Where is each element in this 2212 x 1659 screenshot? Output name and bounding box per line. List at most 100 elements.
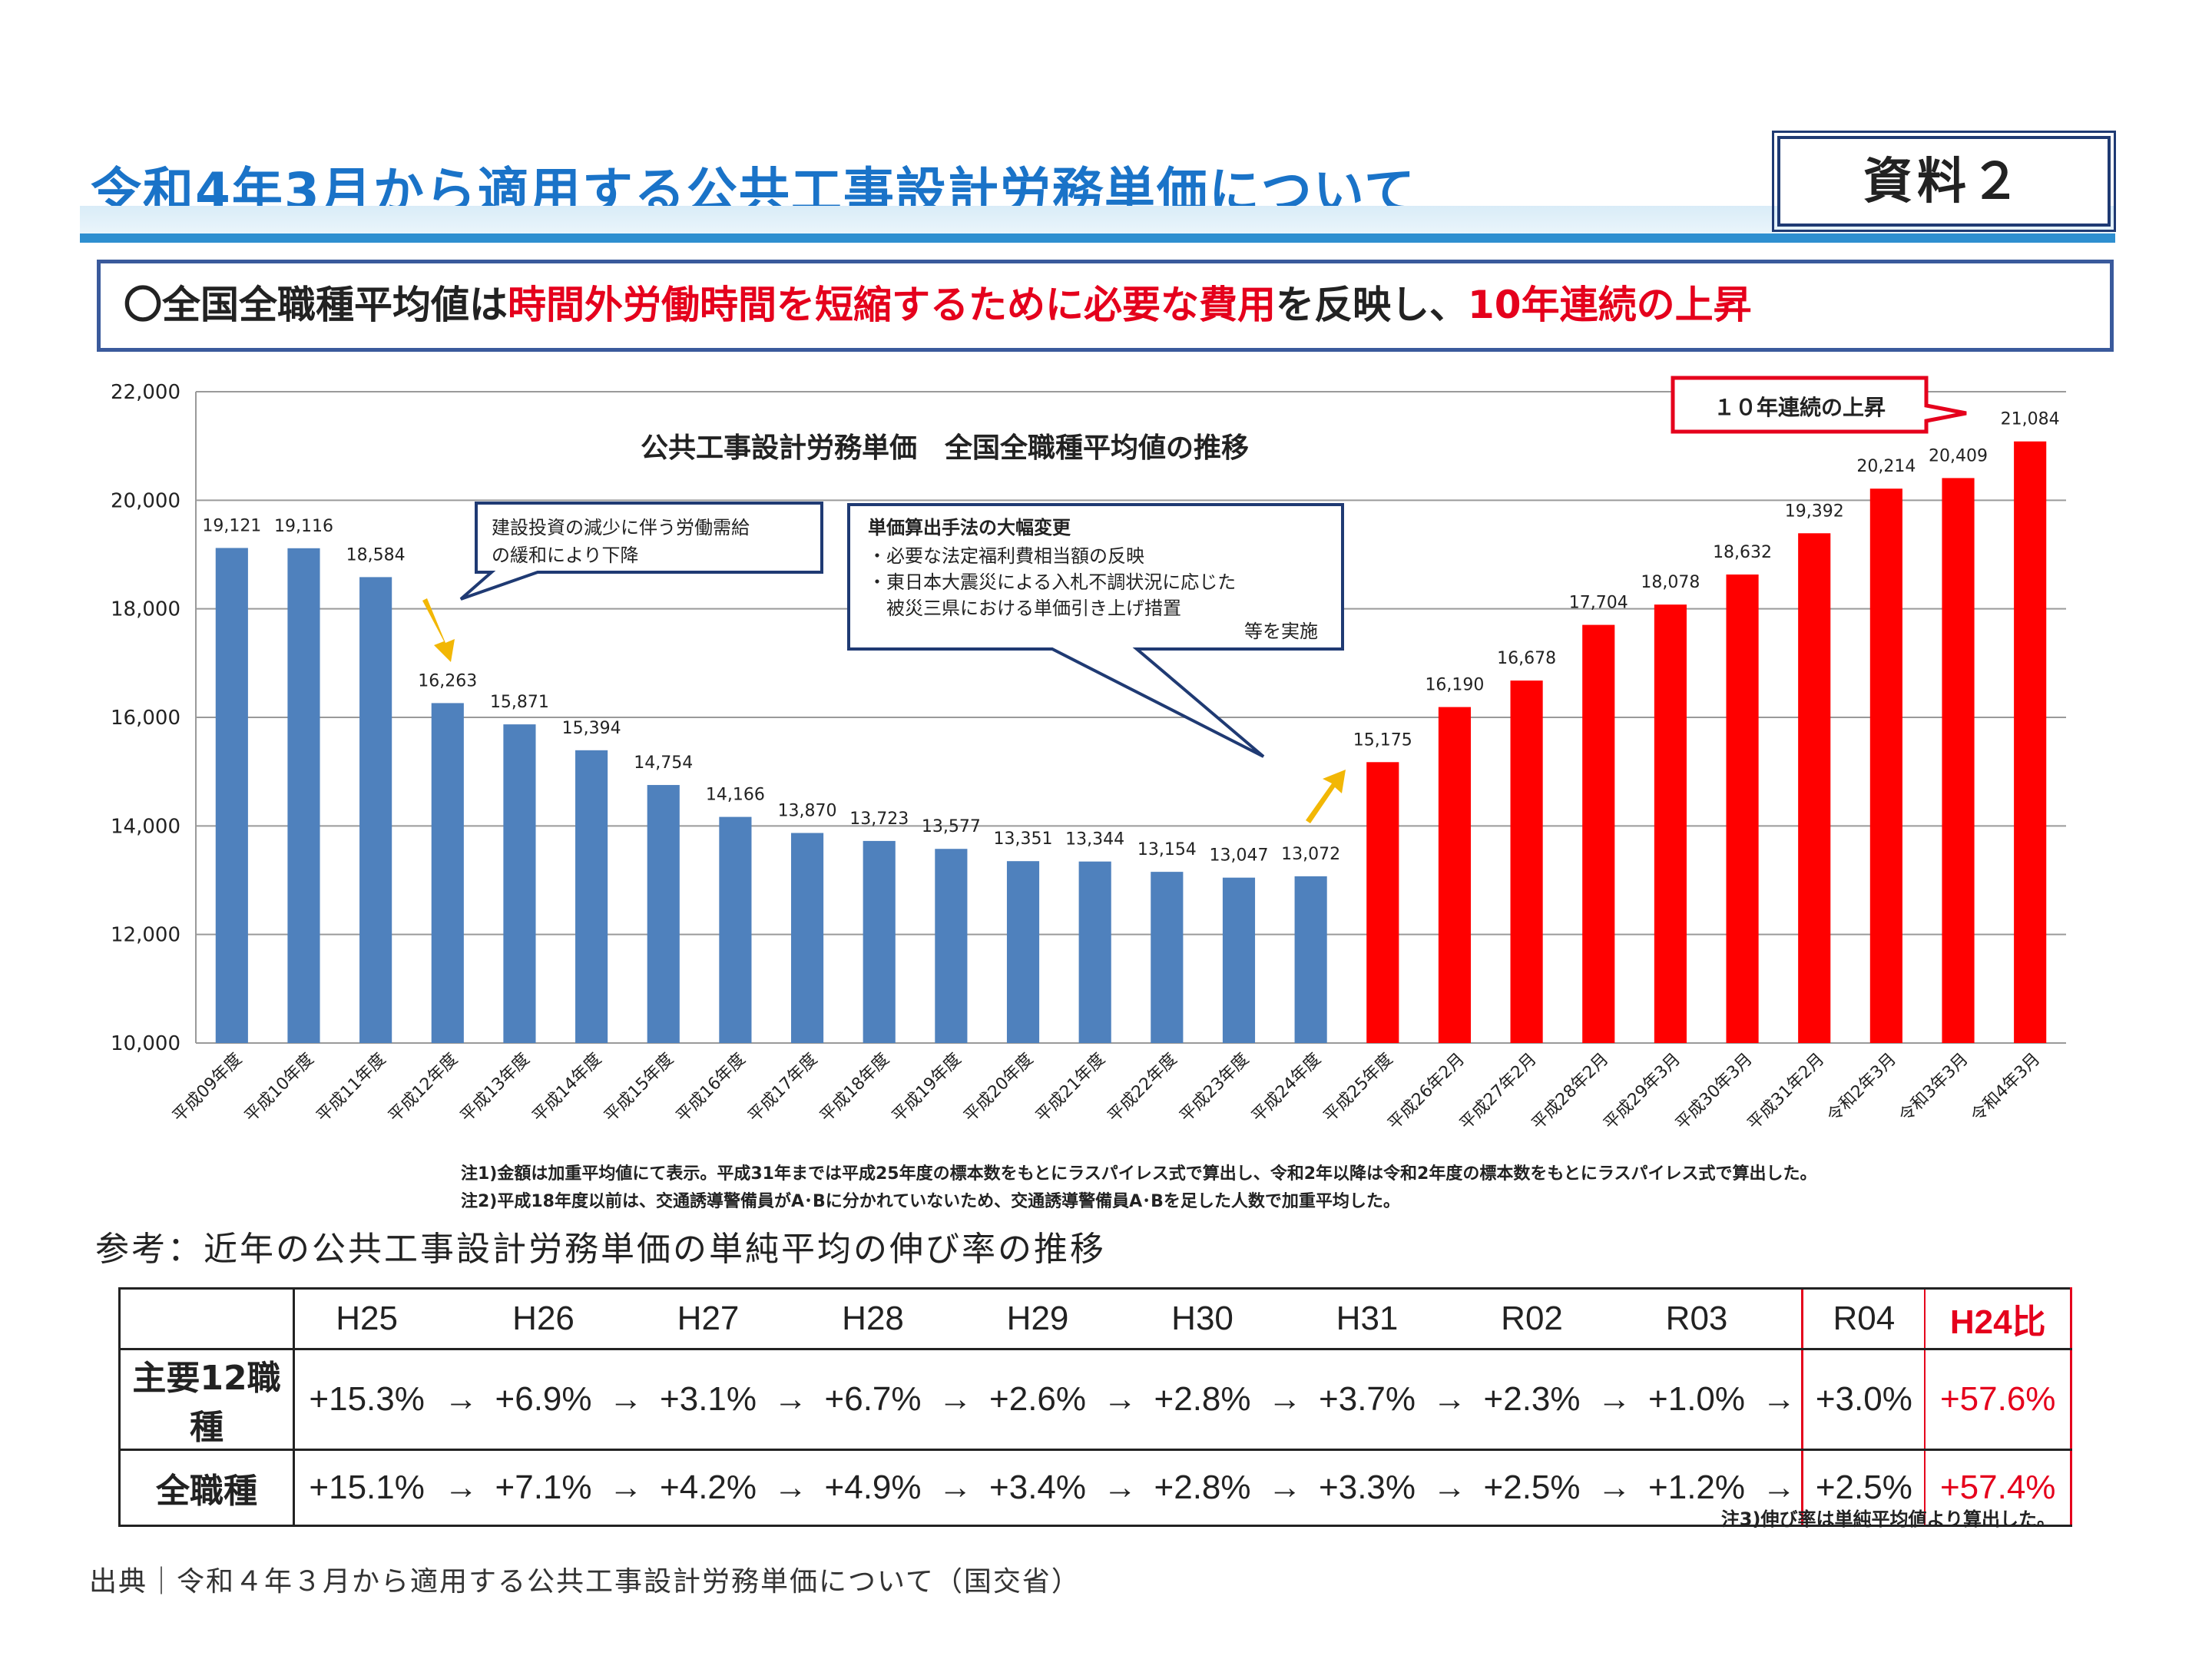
header-cell-r04: R04 (1801, 1287, 1926, 1350)
document-badge: 資料２ (1772, 131, 2116, 232)
source-citation: 出典｜令和４年３月から適用する公共工事設計労務単価について（国交省） (89, 1566, 1081, 1598)
data-label: 16,678 (1497, 649, 1556, 668)
y-tick-label: 20,000 (111, 489, 180, 512)
x-tick-label: 平成25年度 (1320, 1050, 1397, 1127)
bar (647, 785, 680, 1043)
rate-cell: +2.5% (1472, 1449, 1592, 1527)
bar (359, 577, 392, 1043)
arrow: → (1757, 1348, 1803, 1451)
x-tick-label: 平成14年度 (529, 1050, 606, 1127)
growth-rate-table: H25 H26 H27 H28 H29 H30 H31 R02 R03 R04 … (118, 1287, 2073, 1527)
bar (1151, 872, 1184, 1043)
data-label: 15,871 (490, 693, 549, 712)
y-tick-label: 14,000 (111, 815, 180, 838)
summary-box: 〇全国全職種平均値は時間外労働時間を短縮するために必要な費用を反映し、10年連続… (97, 260, 2114, 352)
rate-cell: +2.3% (1472, 1348, 1592, 1451)
header-cell: H31 (1306, 1287, 1428, 1350)
bar (1078, 861, 1111, 1043)
data-label: 13,723 (849, 810, 909, 829)
arrow: → (1757, 1449, 1803, 1527)
bar (1726, 575, 1759, 1043)
arrow: → (1262, 1449, 1307, 1527)
arrow: → (1262, 1348, 1307, 1451)
callout-3-box (1671, 376, 1967, 434)
x-tick-label: 平成15年度 (601, 1050, 677, 1127)
bar (790, 833, 824, 1043)
rate-cell-r04: +2.5% (1801, 1449, 1926, 1527)
summary-highlight-2: 10年連続の上昇 (1468, 283, 1752, 327)
bar (1798, 533, 1831, 1043)
arrow: → (932, 1348, 978, 1451)
chart-title: 公共工事設計労務単価 全国全職種平均値の推移 (641, 432, 1249, 464)
x-tick-label: 平成24年度 (1248, 1050, 1325, 1127)
data-label: 21,084 (2001, 410, 2060, 429)
x-tick-label: 平成20年度 (961, 1050, 1038, 1127)
data-label: 19,121 (202, 516, 261, 535)
x-tick-label: 平成28年2月 (1528, 1050, 1613, 1134)
x-tick-label: 平成17年度 (745, 1050, 822, 1127)
data-label: 19,116 (274, 517, 333, 536)
bar (287, 548, 320, 1043)
table-corner (118, 1287, 295, 1350)
x-tick-label: 平成11年度 (313, 1050, 390, 1127)
callout-2-line: ・必要な法定福利費相当額の反映 (868, 545, 1144, 567)
ratio-cell: +57.4% (1924, 1449, 2073, 1527)
x-tick-label: 平成09年度 (169, 1050, 246, 1127)
arrow: → (439, 1449, 484, 1527)
bar (1438, 707, 1472, 1043)
data-label: 13,577 (922, 817, 981, 836)
rate-cell: +1.2% (1636, 1449, 1757, 1527)
rate-cell: +3.3% (1306, 1449, 1428, 1527)
bar (503, 724, 536, 1043)
note-2: 注2)平成18年度以前は、交通誘導警備員がA･Bに分かれていないため、交通誘導警… (461, 1192, 1400, 1211)
data-label: 15,175 (1353, 730, 1412, 750)
arrow: → (768, 1348, 813, 1451)
rate-cell-r04: +3.0% (1801, 1348, 1926, 1451)
x-tick-label: 令和4年3月 (1968, 1050, 2045, 1127)
x-tick-label: 平成12年度 (385, 1050, 462, 1127)
bar (1942, 478, 1975, 1043)
rate-cell: +1.0% (1636, 1348, 1757, 1451)
callout-2-box (847, 503, 1344, 758)
rate-cell: +2.8% (1142, 1348, 1263, 1451)
summary-highlight-1: 時間外労働時間を短縮するために必要な費用 (508, 283, 1276, 327)
x-tick-label: 令和2年3月 (1823, 1050, 1900, 1127)
arrow: → (603, 1449, 648, 1527)
down-arrow-icon (422, 598, 455, 662)
x-tick-label: 平成13年度 (457, 1050, 534, 1127)
header-cell: H29 (977, 1287, 1098, 1350)
data-label: 18,584 (346, 545, 406, 565)
reference-title: 参考：近年の公共工事設計労務単価の単純平均の伸び率の推移 (95, 1230, 1106, 1269)
header-cell: H30 (1142, 1287, 1263, 1350)
data-label: 19,392 (1785, 502, 1844, 521)
bar (1294, 876, 1327, 1043)
bar (2014, 441, 2047, 1043)
x-tick-label: 平成19年度 (889, 1050, 965, 1127)
x-tick-label: 平成16年度 (673, 1050, 750, 1127)
data-label: 15,394 (562, 719, 621, 738)
header-cell: H28 (813, 1287, 933, 1350)
summary-prefix: 〇全国全職種平均値は (124, 283, 508, 327)
bar (935, 849, 968, 1043)
callout-2-tail: 等を実施 (1244, 621, 1318, 642)
callout-2-line: 被災三県における単価引き上げ措置 (868, 598, 1181, 619)
x-tick-label: 平成31年2月 (1744, 1050, 1829, 1134)
data-label: 13,344 (1065, 830, 1124, 849)
note-3: 注3)伸び率は単純平均値より算出した。 (1720, 1508, 2055, 1530)
rate-cell: +2.6% (977, 1348, 1098, 1451)
arrow: → (1098, 1348, 1143, 1451)
x-tick-label: 平成26年2月 (1385, 1050, 1469, 1134)
header-cell: R03 (1636, 1287, 1757, 1350)
header-cell-ratio: H24比 (1924, 1287, 2073, 1350)
y-tick-label: 16,000 (111, 707, 180, 730)
x-tick-label: 平成29年3月 (1601, 1050, 1685, 1134)
x-tick-label: 平成23年度 (1177, 1050, 1253, 1127)
arrow: → (1591, 1348, 1637, 1451)
data-label: 17,704 (1569, 594, 1628, 613)
data-label: 13,351 (994, 830, 1053, 849)
data-label: 13,072 (1281, 845, 1340, 864)
bar (1222, 877, 1256, 1043)
data-label: 18,632 (1713, 543, 1772, 562)
rate-cell: +4.9% (813, 1449, 933, 1527)
y-tick-label: 12,000 (111, 924, 180, 947)
